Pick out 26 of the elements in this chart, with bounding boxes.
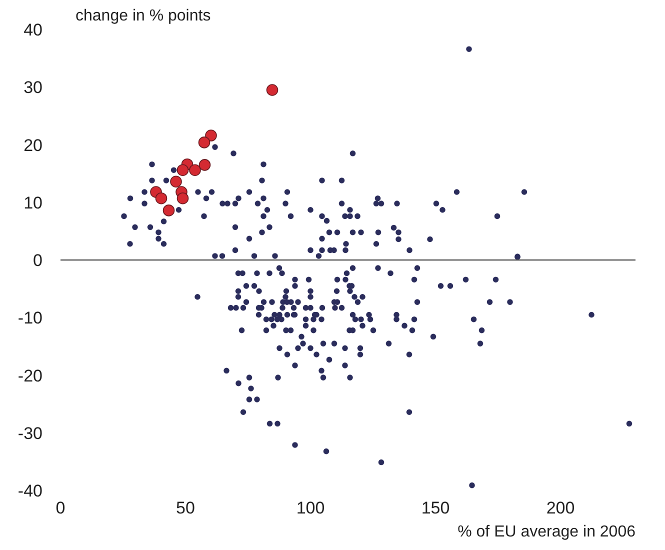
y-tick-label: 40 <box>24 20 43 40</box>
x-tick-label: 200 <box>546 498 575 518</box>
y-tick-label: -30 <box>18 424 43 443</box>
y-tick-label: -40 <box>18 482 43 500</box>
x-tick-label: 0 <box>56 498 66 518</box>
point <box>198 136 210 148</box>
point <box>205 130 217 142</box>
x-axis-title: % of EU average in 2006 <box>458 524 636 540</box>
point <box>162 204 175 216</box>
x-tick-label: 50 <box>176 498 195 518</box>
y-tick-label: 0 <box>33 251 43 270</box>
y-tick-label: 30 <box>24 78 43 98</box>
x-tick-label: 150 <box>421 498 450 518</box>
y-tick-label: -20 <box>18 366 43 386</box>
y-tick-label: -10 <box>18 308 43 328</box>
point <box>198 159 211 171</box>
y-tick-label: 10 <box>24 193 43 212</box>
point <box>266 84 278 96</box>
y-tick-label: 20 <box>24 136 43 155</box>
point <box>176 164 189 176</box>
point <box>155 192 168 204</box>
point <box>176 192 189 204</box>
y-axis-title: change in % points <box>76 8 211 24</box>
point <box>170 176 182 188</box>
x-tick-label: 100 <box>296 498 325 518</box>
point <box>189 164 201 176</box>
